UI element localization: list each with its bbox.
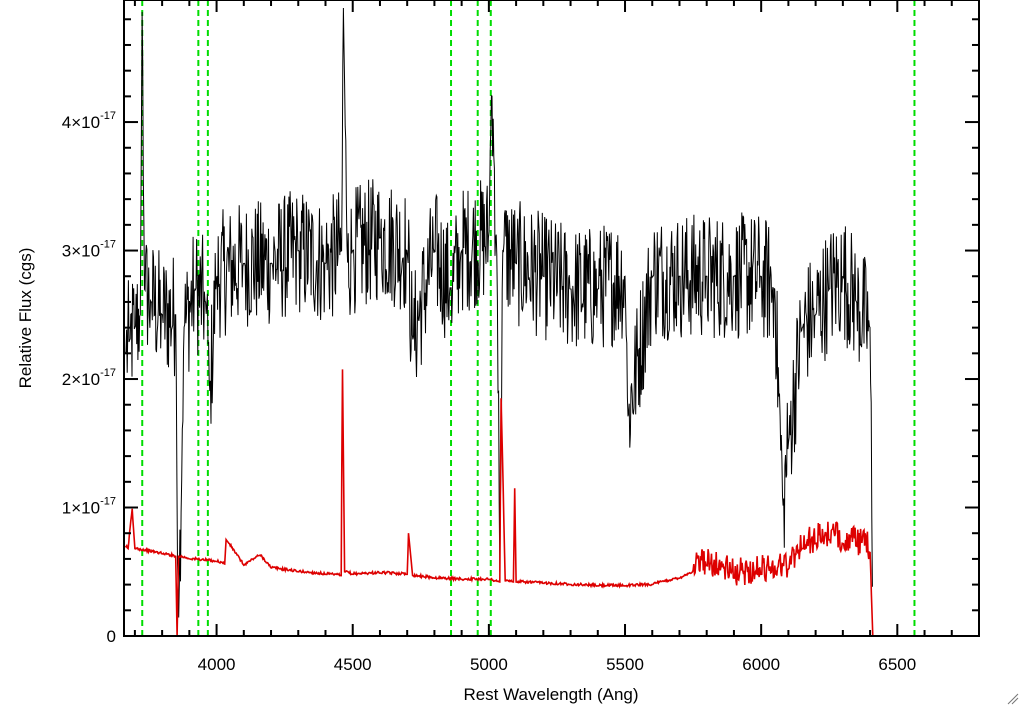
x-tick-label: 5000 bbox=[470, 655, 508, 674]
y-tick-label: 1×10-17 bbox=[62, 496, 116, 518]
y-axis-label: Relative Flux (cgs) bbox=[16, 248, 35, 389]
y-axis-ticks: 0 1×10-17 2×10-17 3×10-17 4×10-17 bbox=[62, 18, 979, 646]
y-tick-label: 3×10-17 bbox=[62, 239, 116, 261]
plot-frame bbox=[123, 0, 980, 637]
x-tick-label: 6000 bbox=[742, 655, 780, 674]
y-tick-label: 4×10-17 bbox=[62, 110, 116, 132]
y-tick-label: 0 bbox=[107, 627, 116, 646]
resize-grip-icon bbox=[1007, 693, 1019, 705]
x-tick-label: 4000 bbox=[198, 655, 236, 674]
x-tick-label: 6500 bbox=[878, 655, 916, 674]
flux-series-line bbox=[124, 7, 873, 618]
x-tick-label: 4500 bbox=[334, 655, 372, 674]
x-axis-label: Rest Wavelength (Ang) bbox=[463, 685, 638, 704]
y-tick-label: 2×10-17 bbox=[62, 367, 116, 389]
emission-line-markers bbox=[141, 0, 916, 636]
x-tick-label: 5500 bbox=[606, 655, 644, 674]
error-series-line bbox=[124, 369, 979, 637]
series-layer bbox=[124, 7, 979, 637]
x-axis-ticks: 4000 4500 5000 5500 6000 6500 bbox=[133, 0, 980, 674]
